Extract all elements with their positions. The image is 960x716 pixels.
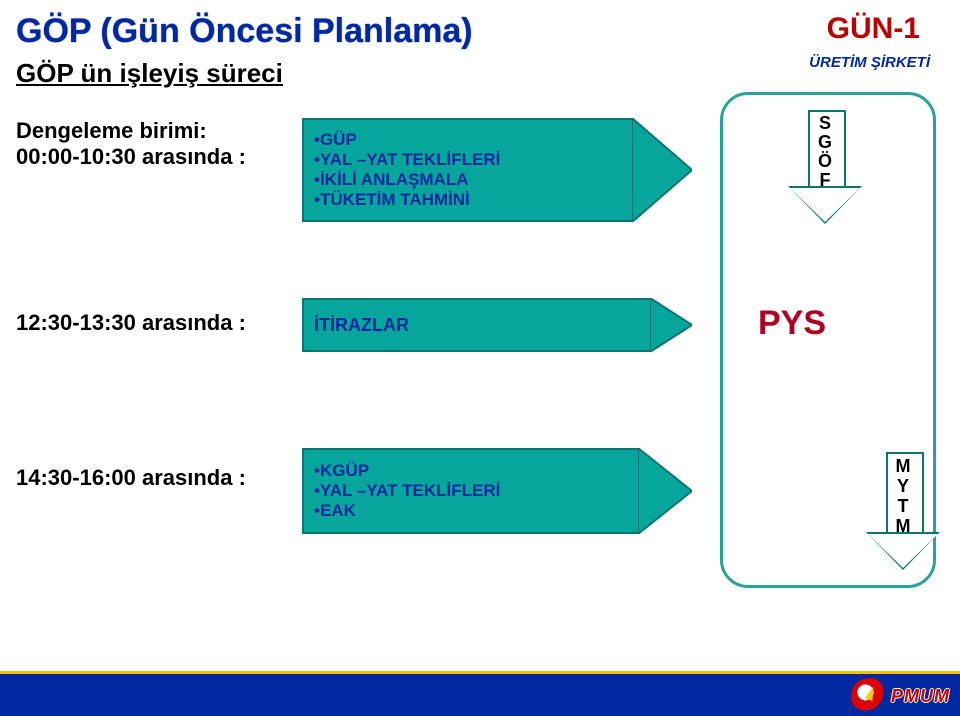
flow-arrow-0: •GÜP•YAL –YAT TEKLİFLERİ•İKİLİ ANLAŞMALA… [302,118,692,222]
slide-subtitle: GÖP ün işleyiş süreci [16,58,283,89]
corner-title: GÜN-1 [827,12,920,46]
logo-text: PMUM [891,686,950,707]
slide-title: GÖP (Gün Öncesi Planlama) [16,12,473,51]
pys-label: PYS [758,304,826,343]
footer-logo: PMUM [851,678,950,714]
time-label-1: 12:30-13:30 arasında : [16,310,246,336]
corner-subtitle: ÜRETİM ŞİRKETİ [809,54,930,71]
slide: { "colors":{ "navy":"#0028a0", "teal":"#… [0,0,960,716]
logo-badge-icon [851,678,887,714]
footer-bar [0,674,960,716]
time-label-0: Dengeleme birimi:00:00-10:30 arasında : [16,118,246,170]
flow-arrow-2: •KGÜP•YAL –YAT TEKLİFLERİ•EAK [302,448,692,534]
time-label-2: 14:30-16:00 arasında : [16,465,246,491]
flow-arrow-1: İTİRAZLAR [302,298,692,352]
